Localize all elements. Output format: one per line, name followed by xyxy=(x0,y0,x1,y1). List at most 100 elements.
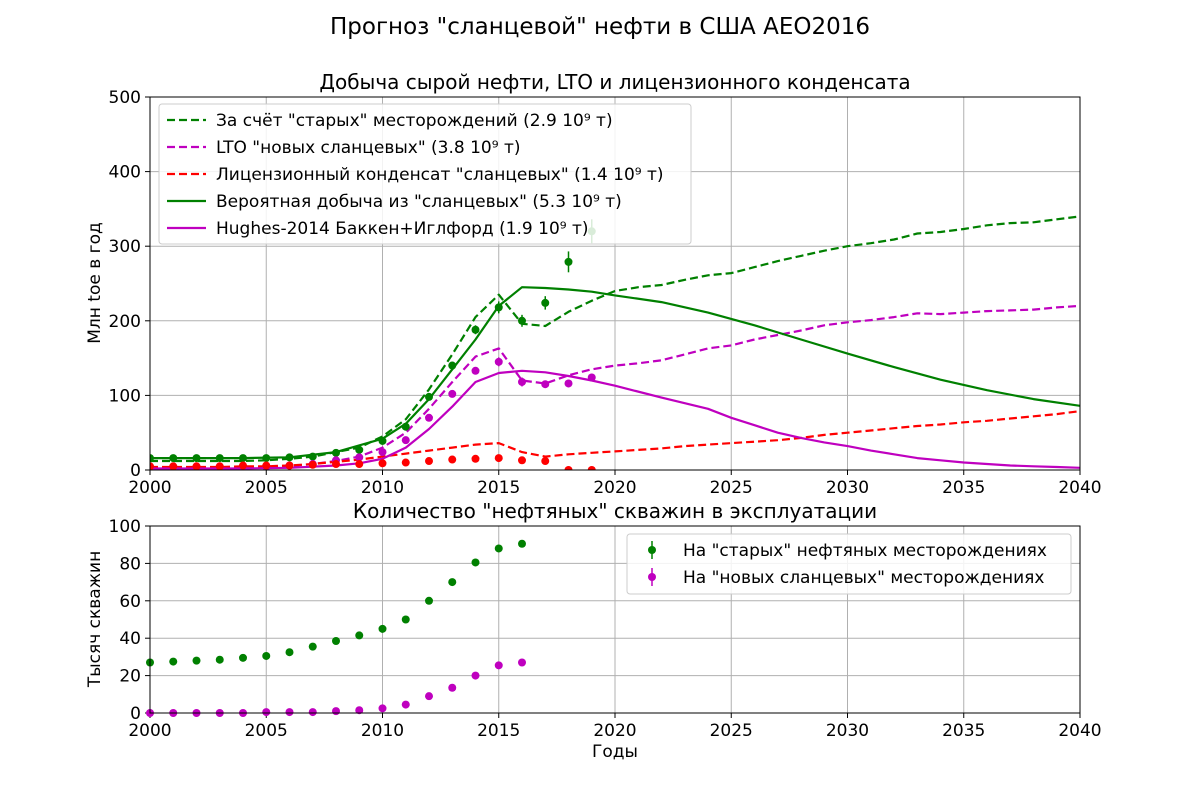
production-data-point xyxy=(378,436,387,445)
production-data-point xyxy=(285,461,294,470)
wells-chart-xtick-label: 2040 xyxy=(1058,721,1101,741)
wells-data-point xyxy=(518,539,526,548)
wells-data-point xyxy=(332,637,340,646)
production-data-point xyxy=(448,361,457,370)
wells-data-point xyxy=(192,656,201,665)
wells-chart-ytick-label: 20 xyxy=(119,667,141,687)
wells-data-point xyxy=(285,708,294,717)
wells-chart-xtick-label: 2030 xyxy=(826,721,869,741)
wells-data-point xyxy=(332,707,340,716)
production-chart-ytick-label: 500 xyxy=(109,88,141,108)
production-data-point xyxy=(150,462,154,470)
production-data-point xyxy=(355,453,364,462)
wells-legend-label: На "старых" нефтяных месторождениях xyxy=(683,541,1047,561)
production-data-point xyxy=(239,454,247,463)
production-data-point xyxy=(378,459,387,468)
wells-chart-ylabel: Тысяч скважин xyxy=(85,551,105,688)
production-data-point xyxy=(215,454,224,463)
wells-data-point xyxy=(308,708,317,717)
wells-data-point xyxy=(448,578,457,587)
wells-chart-xtick-label: 2000 xyxy=(128,721,171,741)
wells-chart-xtick-label: 2005 xyxy=(245,721,288,741)
production-data-point xyxy=(192,462,201,470)
production-data-point xyxy=(518,316,526,325)
production-data-point xyxy=(150,454,154,463)
wells-data-point xyxy=(401,700,410,709)
wells-legend-label: На "новых сланцевых" месторождениях xyxy=(683,568,1044,588)
production-chart-ytick-label: 300 xyxy=(109,237,141,257)
wells-chart-title: Количество "нефтяных" скважин в эксплуат… xyxy=(353,499,877,523)
production-chart-title: Добыча сырой нефти, LTO и лицензионного … xyxy=(319,70,910,94)
wells-data-point xyxy=(494,661,503,670)
wells-legend-swatch xyxy=(648,546,656,554)
wells-data-point xyxy=(262,651,271,660)
production-series-line xyxy=(150,369,1080,470)
production-legend-label: Лицензионный конденсат "сланцевых" (1.4 … xyxy=(216,165,664,185)
production-chart-xtick-label: 2035 xyxy=(942,478,985,498)
production-data-point xyxy=(448,389,457,398)
production-data-point xyxy=(285,453,294,462)
production-data-point xyxy=(401,436,410,445)
production-data-point xyxy=(262,454,271,463)
production-data-point xyxy=(471,454,480,463)
wells-data-point xyxy=(355,706,364,715)
production-data-point xyxy=(332,460,340,469)
wells-data-point xyxy=(471,558,480,567)
wells-chart-xtick-label: 2020 xyxy=(593,721,636,741)
wells-chart: Количество "нефтяных" скважин в эксплуат… xyxy=(85,499,1102,762)
production-data-point xyxy=(355,460,364,469)
production-chart-frame xyxy=(149,96,1081,471)
production-chart-ticks: 2000 2005 2010 2015 2020 2025 2030 2035 2040 0 100… xyxy=(109,88,1102,498)
production-data-point xyxy=(518,377,526,386)
production-chart-xtick-label: 2025 xyxy=(710,478,753,498)
production-data-point xyxy=(494,357,503,366)
production-data-point xyxy=(425,413,433,422)
production-data-point xyxy=(378,448,387,457)
production-data-point xyxy=(308,452,317,461)
production-chart: Добыча сырой нефти, LTO и лицензионного … xyxy=(85,70,1102,498)
wells-chart-marks xyxy=(146,539,526,717)
production-data-point xyxy=(448,455,457,464)
wells-data-point xyxy=(239,653,247,662)
production-data-point xyxy=(239,461,247,470)
production-data-point xyxy=(541,298,550,307)
production-data-point xyxy=(215,462,224,470)
wells-data-point xyxy=(425,596,433,605)
production-data-point xyxy=(541,457,550,466)
production-data-point xyxy=(425,392,433,401)
wells-chart-ytick-label: 60 xyxy=(119,592,141,612)
production-chart-ytick-label: 100 xyxy=(109,386,141,406)
production-data-point xyxy=(471,325,480,334)
production-data-point xyxy=(401,422,410,431)
wells-chart-ticks: 2000 2005 2010 2015 2020 2025 2030 2035 20400204… xyxy=(109,517,1102,741)
production-data-point xyxy=(494,303,503,312)
wells-chart-ytick-label: 80 xyxy=(119,554,141,574)
wells-chart-xtick-label: 2010 xyxy=(361,721,404,741)
wells-chart-xtick-label: 2035 xyxy=(942,721,985,741)
production-legend-label: Hughes-2014 Баккен+Иглфорд (1.9 10⁹ т) xyxy=(216,219,589,239)
production-data-point xyxy=(587,373,596,382)
wells-data-point xyxy=(308,642,317,651)
production-series-line xyxy=(150,304,1080,469)
wells-data-point xyxy=(285,648,294,657)
production-data-point xyxy=(401,458,410,467)
wells-data-point xyxy=(448,683,457,692)
production-legend-label: LTO "новых сланцевых" (3.8 10⁹ т) xyxy=(216,138,521,158)
production-data-point xyxy=(564,257,573,266)
wells-chart-legend: На "старых" нефтяных месторождениях На "н… xyxy=(626,533,1072,595)
wells-chart-xlabel: Годы xyxy=(592,742,638,762)
production-chart-xtick-label: 2030 xyxy=(826,478,869,498)
wells-data-point xyxy=(401,615,410,624)
production-data-point xyxy=(355,445,364,454)
wells-data-point xyxy=(471,671,480,680)
production-chart-xtick-label: 2005 xyxy=(245,478,288,498)
production-chart-xtick-label: 2040 xyxy=(1058,478,1101,498)
production-legend-label: За счёт "старых" месторождений (2.9 10⁹ … xyxy=(216,111,613,131)
wells-chart-ytick-label: 40 xyxy=(119,629,141,649)
production-data-point xyxy=(494,454,503,463)
production-data-point xyxy=(169,462,178,470)
production-data-point xyxy=(262,461,271,470)
wells-data-point xyxy=(378,624,387,633)
production-data-point xyxy=(169,454,178,463)
